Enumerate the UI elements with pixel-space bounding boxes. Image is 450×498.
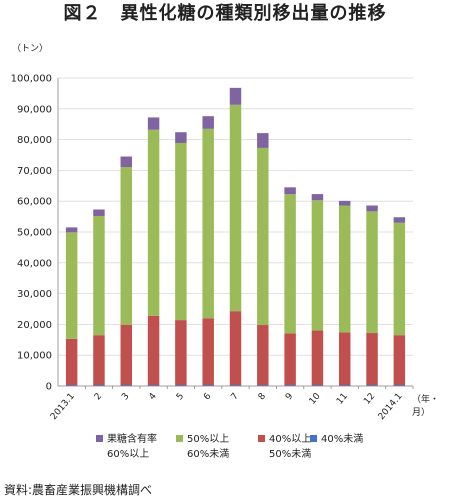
legend-label: 40%未満 (321, 434, 364, 445)
x-tick-label: 10 (308, 391, 323, 406)
x-tick-label: 7 (229, 392, 240, 403)
bar-segment-1 (366, 333, 378, 386)
bar-segment-2 (202, 128, 214, 319)
x-tick-label: 2013.1 (49, 392, 77, 423)
bar-segment-0 (93, 385, 105, 386)
y-tick-label: 0 (46, 382, 52, 393)
bar-segment-0 (120, 385, 133, 386)
bar-segment-1 (175, 320, 187, 386)
bar-segment-3 (393, 217, 406, 223)
x-tick-label: 12 (362, 392, 377, 407)
y-tick-label: 90,000 (17, 104, 52, 115)
y-tick-label: 60,000 (17, 197, 52, 208)
bar-segment-2 (257, 147, 269, 326)
legend-label: 40%以上 (269, 434, 312, 445)
legend-item-under-40: 40%未満 (310, 432, 363, 447)
legend: 果糖含有率 60%以上 50%以上 60%未満 40%以上 50%未満 40%未… (96, 432, 436, 466)
bar-segment-3 (202, 116, 214, 129)
y-tick-label: 10,000 (17, 351, 52, 362)
bar-segment-3 (284, 187, 296, 195)
bar-segment-2 (229, 104, 242, 312)
bar-segment-2 (366, 211, 378, 334)
bar-segment-1 (65, 338, 78, 386)
bar-segment-0 (311, 385, 324, 386)
bar-segment-2 (93, 215, 105, 336)
bar-segment-3 (366, 205, 378, 212)
x-tick-label: 8 (257, 391, 269, 402)
y-tick-label: 40,000 (17, 258, 52, 269)
bar-segment-2 (175, 142, 187, 321)
bar-segment-0 (366, 385, 378, 386)
x-tick-label: 2 (93, 392, 104, 403)
bar-segment-3 (229, 87, 242, 105)
bar-segment-0 (229, 385, 242, 386)
x-tick-label: 6 (202, 391, 214, 402)
x-tick-label: 9 (284, 391, 296, 402)
bar-segment-1 (202, 318, 214, 386)
bar-segment-3 (311, 194, 324, 201)
bar-segment-2 (338, 205, 351, 333)
x-tick-label: 5 (175, 392, 186, 403)
bar-segment-2 (311, 200, 324, 331)
bar-segment-1 (284, 333, 296, 386)
x-tick-label: 11 (335, 392, 350, 407)
stacked-bar-chart: 0 10,000 20,000 30,000 40,000 50,000 60,000 70,… (11, 74, 414, 423)
bar-segment-0 (202, 385, 214, 386)
bar-segment-2 (65, 232, 78, 339)
legend-label: 果糖含有率 (107, 434, 157, 445)
bar-segment-3 (338, 200, 351, 206)
y-tick-label: 100,000 (11, 74, 52, 85)
x-tick-label: 4 (148, 391, 160, 402)
chart-title: 図２ 異性化糖の種類別移出量の推移 (63, 3, 387, 24)
bar-segment-1 (257, 325, 269, 386)
x-axis-unit: （年・月） (412, 395, 440, 418)
legend-label: 50%以上 (187, 434, 230, 445)
bar-segment-1 (147, 315, 160, 386)
y-tick-label: 70,000 (17, 166, 52, 177)
y-tick-label: 20,000 (17, 320, 52, 331)
bar-segment-2 (120, 167, 133, 325)
bar-segment-3 (147, 117, 160, 130)
bar-segment-3 (65, 227, 78, 233)
bar-segment-2 (284, 194, 296, 334)
bar-segment-2 (147, 129, 160, 316)
y-tick-label: 30,000 (17, 289, 52, 300)
legend-item-fructose-60plus: 果糖含有率 60%以上 (96, 432, 157, 462)
source-note: 資料:農畜産業振興機構調べ (4, 483, 153, 497)
legend-swatch (176, 435, 183, 442)
bar-segment-1 (229, 311, 242, 386)
bar-segment-3 (257, 133, 269, 148)
bar-segment-0 (257, 385, 269, 386)
legend-item-50-60: 50%以上 60%未満 (176, 432, 229, 462)
bar-segment-1 (338, 332, 351, 386)
bar-segment-1 (93, 335, 105, 386)
bar-segment-0 (338, 385, 351, 386)
y-tick-label: 50,000 (17, 228, 52, 239)
bar-segment-3 (93, 209, 105, 216)
bar-segment-1 (393, 335, 406, 386)
bar-segment-3 (175, 132, 187, 143)
legend-label-line2: 50%未満 (269, 449, 312, 460)
legend-label-line2: 60%未満 (187, 449, 230, 460)
bar-segment-1 (120, 324, 133, 386)
bar-segment-0 (393, 385, 406, 386)
bar-segment-0 (147, 385, 160, 386)
bar-segment-3 (120, 156, 133, 168)
y-tick-label: 80,000 (17, 135, 52, 146)
legend-swatch (310, 435, 317, 442)
legend-item-40-50: 40%以上 50%未満 (258, 432, 311, 462)
bar-segment-0 (175, 385, 187, 386)
bar-segment-0 (65, 385, 78, 386)
bar-segment-1 (311, 330, 324, 386)
x-tick-label: 2014.1 (377, 392, 405, 423)
bar-segment-0 (284, 385, 296, 386)
legend-swatch (258, 435, 265, 442)
y-axis-unit: （トン） (12, 44, 49, 54)
x-tick-label: 3 (120, 392, 131, 403)
legend-swatch (96, 435, 103, 442)
bar-segment-2 (393, 222, 406, 336)
legend-label-line2: 60%以上 (107, 449, 150, 460)
